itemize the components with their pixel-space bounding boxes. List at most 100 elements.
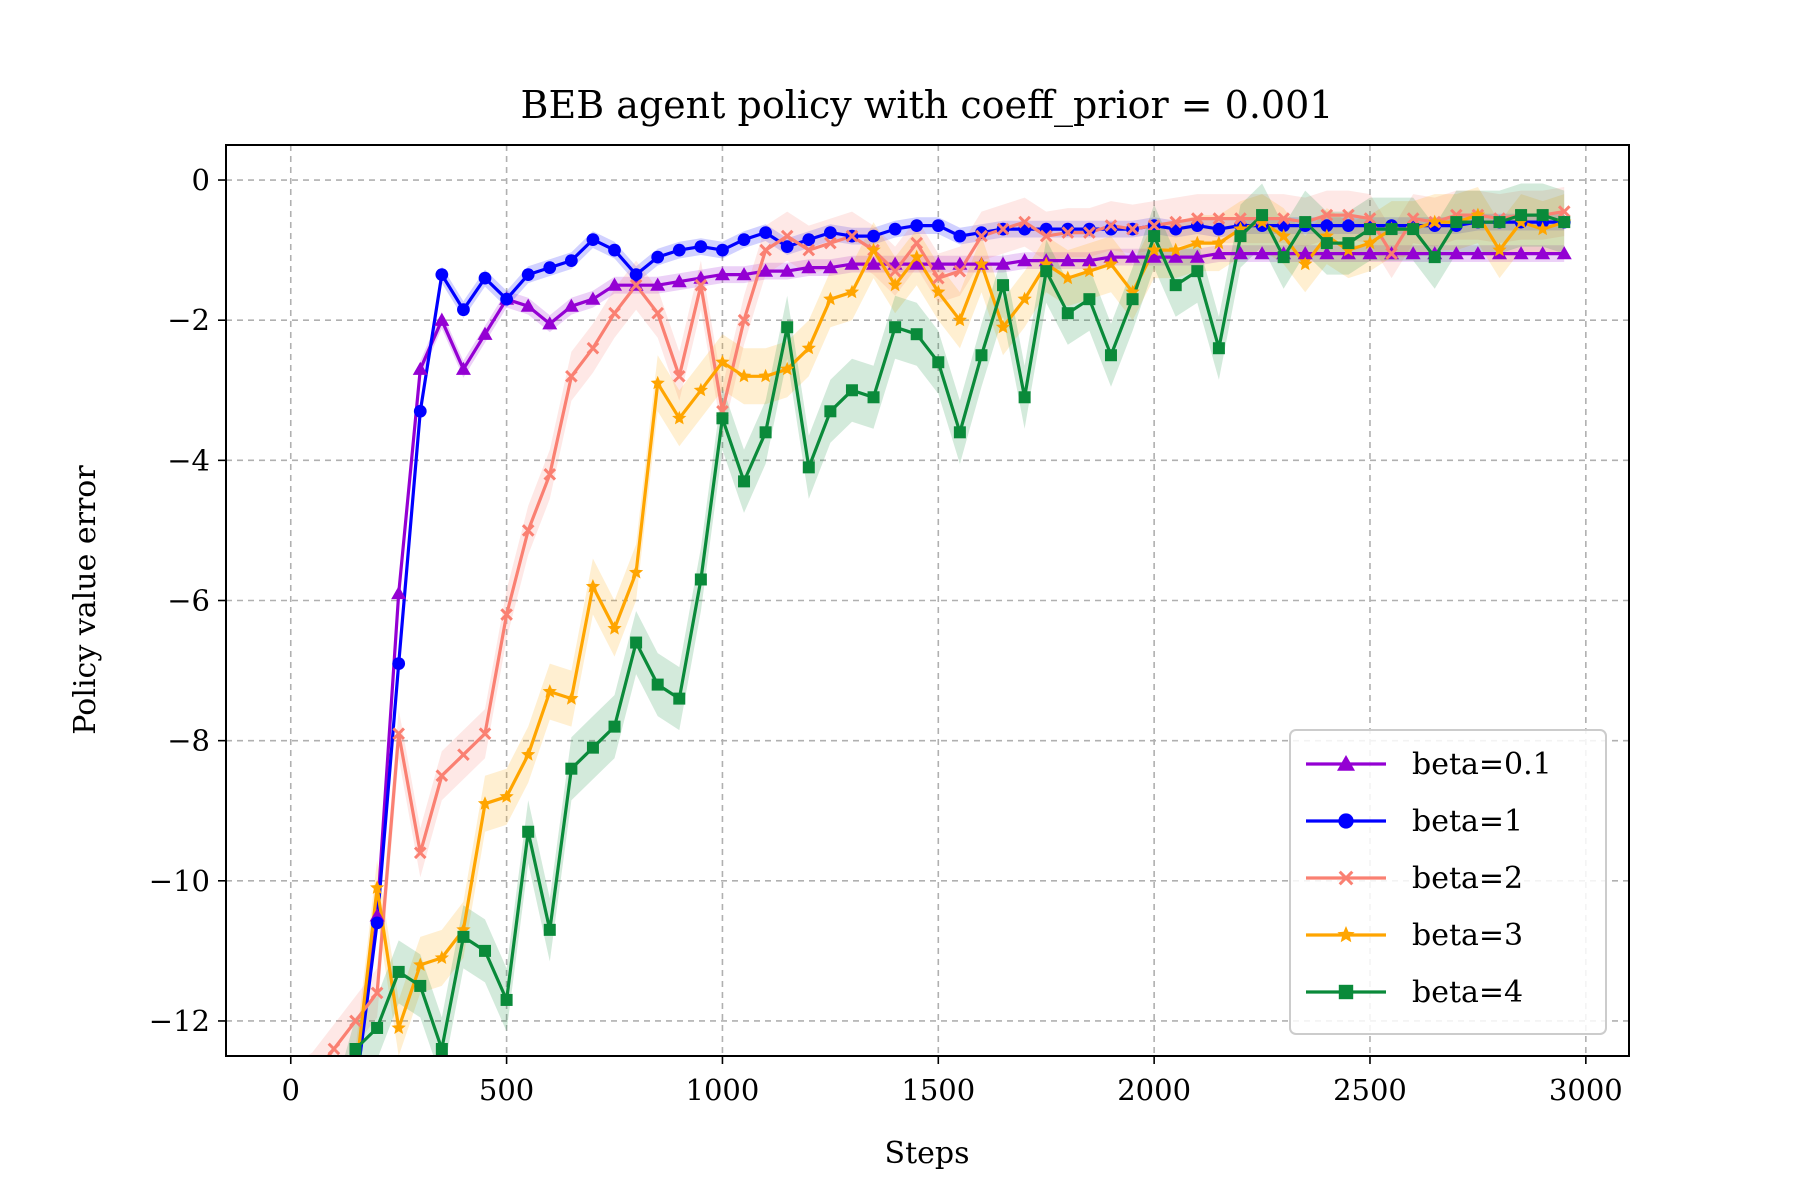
triangle-marker: [1470, 246, 1486, 260]
x-tick-label: 2500: [1333, 1073, 1407, 1107]
x-axis-label: Steps: [885, 1136, 970, 1171]
x-marker-stroke: [1342, 208, 1355, 222]
star-marker: [391, 1020, 406, 1034]
star-marker: [585, 579, 601, 593]
square-marker: [1385, 223, 1398, 236]
star-marker: [1341, 242, 1356, 257]
star-marker: [1168, 242, 1183, 257]
triangle-marker: [909, 256, 925, 270]
x-marker-stroke: [1104, 219, 1118, 232]
x-marker-stroke: [975, 229, 988, 243]
star-marker: [434, 950, 449, 964]
triangle-marker: [1103, 249, 1119, 263]
circle-marker: [931, 219, 945, 232]
y-axis-label: Policy value error: [68, 465, 103, 735]
x-marker-stroke: [521, 524, 535, 537]
y-tick-label: −10: [149, 864, 210, 898]
x-marker: [1190, 212, 1204, 225]
square-marker: [802, 461, 815, 474]
x-tick-label: 0: [282, 1073, 300, 1107]
square-marker: [1536, 209, 1549, 222]
x-marker-stroke: [780, 229, 794, 243]
x-marker: [1338, 870, 1354, 886]
star-marker: [1276, 228, 1291, 243]
square-marker: [1338, 984, 1354, 1000]
star-marker: [305, 1119, 319, 1133]
x-marker: [1557, 205, 1571, 218]
circle-marker: [1083, 222, 1096, 236]
square-marker: [1191, 265, 1204, 278]
x-marker: [1018, 215, 1031, 229]
star-marker: [823, 291, 838, 306]
star-marker: [1190, 235, 1205, 250]
x-marker: [1342, 208, 1355, 222]
triangle-marker: [563, 298, 579, 312]
square-marker: [759, 426, 772, 439]
star-marker: [477, 796, 493, 810]
triangle-marker: [1146, 249, 1162, 263]
triangle-marker: [1211, 246, 1227, 260]
square-marker: [586, 741, 599, 754]
square-marker: [306, 1120, 318, 1132]
x-marker-stroke: [413, 846, 427, 860]
x-marker: [737, 313, 751, 327]
circle-marker: [284, 1120, 297, 1133]
circle-marker: [543, 261, 557, 275]
x-marker-stroke: [672, 369, 686, 383]
star-marker: [629, 565, 644, 579]
triangle-marker: [391, 585, 407, 600]
x-marker-stroke: [586, 341, 600, 355]
square-marker: [1083, 293, 1096, 306]
x-marker: [824, 236, 837, 250]
x-marker-stroke: [759, 243, 772, 257]
x-marker: [435, 769, 449, 783]
square-marker: [1558, 216, 1571, 229]
x-marker-stroke: [478, 727, 492, 740]
square-marker: [414, 979, 427, 992]
triangle-marker: [1362, 246, 1378, 260]
x-marker-stroke: [1147, 219, 1161, 232]
x-marker-stroke: [370, 986, 384, 1000]
x-marker-stroke: [953, 264, 967, 278]
x-marker: [651, 306, 665, 320]
x-tick-label: 500: [479, 1073, 534, 1107]
triangle-marker: [1060, 253, 1076, 267]
x-marker: [307, 1072, 318, 1083]
x-marker: [1104, 219, 1118, 232]
x-marker: [565, 369, 578, 383]
x-marker-stroke: [457, 748, 470, 761]
triangle-marker: [1337, 755, 1355, 771]
square-marker: [608, 720, 621, 733]
star-marker: [1337, 926, 1355, 943]
star-marker: [1298, 256, 1313, 271]
square-marker: [651, 678, 664, 691]
triangle-marker: [412, 361, 428, 375]
circle-marker: [521, 268, 535, 282]
square-marker: [889, 321, 902, 334]
circle-marker: [586, 233, 600, 246]
x-marker-stroke: [435, 769, 449, 783]
circle-marker: [392, 657, 406, 670]
triangle-marker: [1017, 253, 1033, 267]
legend-label: beta=0.1: [1412, 747, 1552, 782]
x-marker: [500, 608, 513, 621]
x-marker-stroke: [996, 222, 1010, 236]
circle-marker: [370, 916, 384, 930]
circle-marker: [413, 404, 427, 418]
x-marker-stroke: [651, 306, 665, 320]
triangle-marker: [758, 263, 774, 277]
x-marker-stroke: [543, 468, 557, 481]
triangle-marker: [477, 326, 493, 340]
x-marker: [759, 243, 772, 257]
square-marker: [630, 636, 643, 649]
square-marker: [738, 475, 751, 488]
square-marker: [1407, 223, 1420, 236]
circle-marker: [1338, 813, 1354, 829]
circle-marker: [910, 219, 924, 232]
square-marker: [932, 356, 945, 369]
x-marker-stroke: [1234, 212, 1247, 225]
star-marker: [1211, 235, 1226, 250]
x-tick-label: 2000: [1117, 1073, 1191, 1107]
triangle-marker: [1297, 246, 1313, 260]
